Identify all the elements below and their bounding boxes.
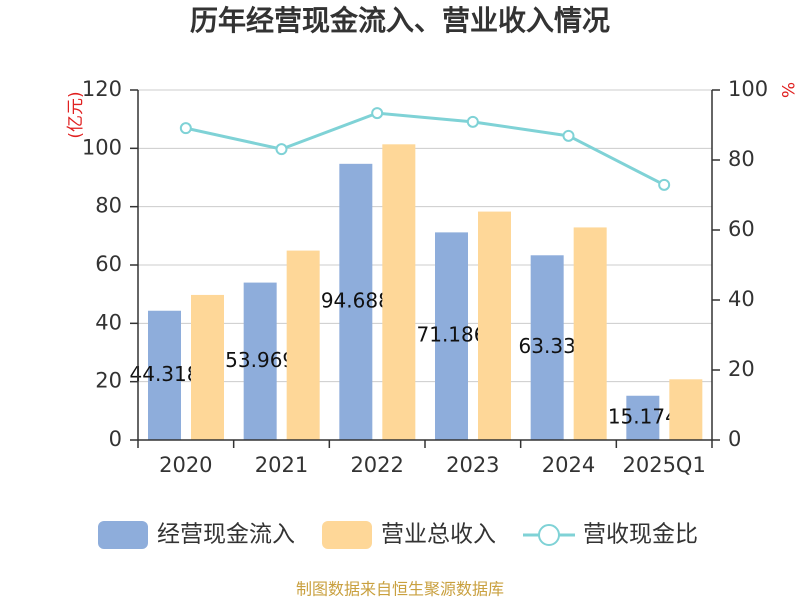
point-cash-revenue-ratio-2023 bbox=[466, 115, 479, 128]
y-axis-right-title: % bbox=[777, 82, 797, 98]
x-tick-label-2023: 2023 bbox=[446, 453, 499, 477]
x-tick-label-2025q1: 2025Q1 bbox=[622, 453, 705, 477]
gridlines bbox=[138, 89, 712, 383]
y-right-tick-label: 80 bbox=[728, 147, 755, 171]
bar-cash-inflow-2025q1 bbox=[626, 395, 660, 440]
legend-swatch-marker bbox=[538, 524, 560, 546]
y-right-tick-label: 60 bbox=[728, 217, 755, 241]
data-label-cash-inflow-2020: 44.318 bbox=[130, 362, 200, 386]
legend-swatch-revenue bbox=[322, 521, 372, 549]
chart-title: 历年经营现金流入、营业收入情况 bbox=[190, 4, 610, 37]
bar-cash-inflow-2021 bbox=[243, 282, 277, 440]
data-label-cash-inflow-2022: 94.688 bbox=[321, 288, 391, 312]
y-axis-left: 0 20 40 60 80 100 120 bbox=[82, 77, 138, 451]
bar-cash-inflow-2020 bbox=[148, 310, 181, 440]
bar-cash-inflow-2022 bbox=[339, 163, 373, 440]
y-axis-right: 0 20 40 60 80 100 bbox=[712, 77, 768, 451]
data-label-cash-inflow-2023: 71.186 bbox=[417, 323, 487, 347]
bar-revenue-2020 bbox=[191, 294, 224, 440]
x-tick-label-2022: 2022 bbox=[350, 453, 403, 477]
bar-revenue-2022 bbox=[382, 144, 416, 440]
bar-revenue-2023 bbox=[478, 211, 511, 440]
bar-revenue-2024 bbox=[573, 227, 607, 440]
y-axis-left-title: (亿元) bbox=[66, 91, 86, 138]
source-note: 制图数据来自恒生聚源数据库 bbox=[296, 580, 504, 599]
legend-label-cash-revenue-ratio: 营收现金比 bbox=[583, 522, 698, 548]
series-cash-inflow-data-labels: 44.318 53.969 94.688 71.186 63.33 15.174 bbox=[130, 288, 678, 428]
point-cash-revenue-ratio-2021 bbox=[275, 143, 288, 156]
data-label-cash-inflow-2021: 53.969 bbox=[225, 348, 295, 372]
point-cash-revenue-ratio-2022 bbox=[371, 107, 384, 120]
x-tick-label-2024: 2024 bbox=[542, 453, 595, 477]
y-left-tick-label: 120 bbox=[82, 77, 122, 101]
y-left-tick-label: 0 bbox=[109, 427, 122, 451]
x-axis: 2020 2021 2022 2023 2024 2025Q1 bbox=[137, 440, 713, 477]
line-cash-revenue-ratio bbox=[185, 111, 665, 187]
y-right-tick-label: 40 bbox=[728, 287, 755, 311]
series-cash-inflow-bars bbox=[148, 163, 660, 440]
legend-label-revenue: 营业总收入 bbox=[381, 522, 496, 548]
series-revenue-bars bbox=[191, 144, 703, 440]
y-right-tick-label: 100 bbox=[728, 77, 768, 101]
data-label-cash-inflow-2025q1: 15.174 bbox=[608, 404, 678, 428]
bar-revenue-2021 bbox=[286, 250, 320, 440]
point-cash-revenue-ratio-2025q1 bbox=[658, 178, 671, 191]
y-left-tick-label: 40 bbox=[95, 310, 122, 334]
y-left-tick-label: 100 bbox=[82, 135, 122, 159]
point-cash-revenue-ratio-2020 bbox=[179, 122, 192, 135]
point-cash-revenue-ratio-2024 bbox=[562, 129, 575, 142]
x-tick-label-2021: 2021 bbox=[255, 453, 308, 477]
legend-label-cash-inflow: 经营现金流入 bbox=[157, 522, 295, 548]
legend-item-cash-inflow: 经营现金流入 bbox=[98, 521, 295, 549]
y-left-tick-label: 20 bbox=[95, 369, 122, 393]
legend-item-cash-revenue-ratio: 营收现金比 bbox=[523, 522, 698, 548]
bar-cash-inflow-2023 bbox=[435, 232, 468, 440]
y-right-tick-label: 0 bbox=[728, 427, 741, 451]
bar-cash-inflow-2024 bbox=[530, 255, 564, 440]
data-label-cash-inflow-2024: 63.33 bbox=[519, 334, 576, 358]
y-left-tick-label: 80 bbox=[95, 194, 122, 218]
y-right-tick-label: 20 bbox=[728, 357, 755, 381]
series-cash-revenue-ratio-line bbox=[179, 107, 671, 191]
legend: 经营现金流入 营业总收入 营收现金比 bbox=[98, 521, 698, 549]
x-tick-label-2020: 2020 bbox=[159, 453, 212, 477]
legend-item-revenue: 营业总收入 bbox=[322, 521, 496, 549]
bar-revenue-2025q1 bbox=[669, 379, 703, 440]
y-left-tick-label: 60 bbox=[95, 252, 122, 276]
legend-swatch-cash-inflow bbox=[98, 521, 148, 549]
